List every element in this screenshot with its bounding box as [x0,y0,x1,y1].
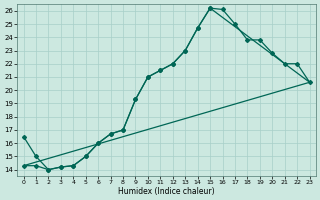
X-axis label: Humidex (Indice chaleur): Humidex (Indice chaleur) [118,187,215,196]
